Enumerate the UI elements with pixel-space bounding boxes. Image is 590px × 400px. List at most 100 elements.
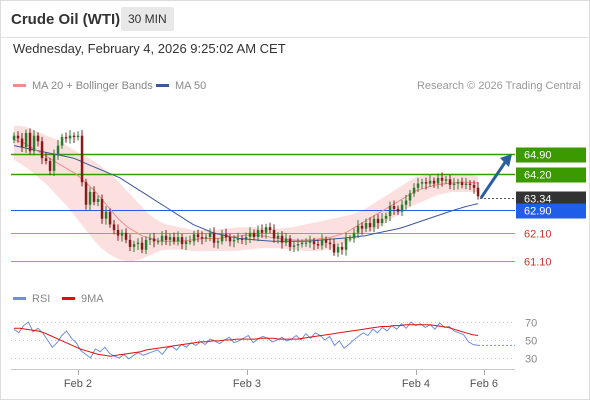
candle <box>276 232 280 244</box>
candle <box>128 234 132 252</box>
candle <box>200 231 204 245</box>
candle <box>140 237 144 254</box>
candle-body <box>380 218 384 223</box>
candle-body <box>40 141 44 159</box>
candle-body <box>88 192 92 205</box>
candle-body <box>160 235 164 242</box>
candle-body <box>276 235 280 239</box>
candle <box>368 217 372 232</box>
candle <box>308 235 312 248</box>
candle-body <box>52 154 56 171</box>
candle <box>124 228 128 244</box>
candle <box>216 237 220 249</box>
candle <box>80 130 84 187</box>
candle <box>212 227 216 248</box>
candle <box>196 229 200 243</box>
candle <box>136 238 140 251</box>
candle-body <box>12 135 16 140</box>
candle <box>396 205 400 216</box>
candle-body <box>420 182 424 184</box>
candle <box>424 177 428 190</box>
candle <box>132 240 136 252</box>
candle <box>120 229 124 242</box>
candle <box>284 232 288 247</box>
pivot-label: 62.90 <box>524 206 552 218</box>
candle-body <box>104 211 108 219</box>
candle <box>228 233 232 247</box>
rsi-line <box>13 321 479 360</box>
candle <box>68 130 72 144</box>
candle <box>296 238 300 252</box>
candle <box>208 228 212 242</box>
candle-body <box>32 135 36 152</box>
candle-body <box>196 234 200 238</box>
candle <box>360 222 364 235</box>
report-datetime: Wednesday, February 4, 2026 9:25:02 AM C… <box>13 41 286 56</box>
candle <box>468 180 472 191</box>
candle <box>244 232 248 245</box>
candle <box>180 233 184 250</box>
candle <box>72 132 76 144</box>
candle-body <box>228 237 232 242</box>
candle <box>364 218 368 232</box>
legend-9ma-label: 9MA <box>81 293 104 305</box>
candle <box>192 230 196 246</box>
candle-body <box>264 227 268 233</box>
candle <box>264 223 268 239</box>
rsi-9ma-line <box>14 324 479 357</box>
candle-body <box>288 238 292 247</box>
candle <box>20 132 24 153</box>
candle-body <box>152 238 156 242</box>
candle-body <box>172 237 176 242</box>
resistance-label-box <box>516 147 586 163</box>
candle <box>28 128 32 155</box>
candle <box>348 235 352 242</box>
candle-body <box>128 239 132 247</box>
candle-body <box>280 235 284 243</box>
candle <box>372 215 376 233</box>
candle-body <box>92 192 96 202</box>
candle-body <box>76 135 80 138</box>
candle-body <box>352 232 356 239</box>
candle <box>88 187 92 211</box>
candle <box>340 242 344 255</box>
candle-body <box>176 237 180 242</box>
candle-body <box>36 135 40 142</box>
candle-body <box>332 244 336 253</box>
candle-body <box>28 132 32 152</box>
candle <box>388 201 392 222</box>
candle-body <box>112 224 116 230</box>
candle <box>104 206 108 225</box>
candle-body <box>464 183 468 185</box>
candle <box>256 225 260 242</box>
candle-body <box>400 204 404 212</box>
candle-body <box>168 237 172 240</box>
legend-rsi-label: RSI <box>32 293 51 305</box>
candle <box>280 231 284 249</box>
candles-layer <box>12 128 480 257</box>
candle-body <box>344 238 348 250</box>
timeframe-badge[interactable]: 30 MIN <box>121 7 174 31</box>
candle-body <box>452 183 456 185</box>
candle-body <box>272 230 276 239</box>
legend-rsi-swatch <box>13 296 26 300</box>
candle <box>376 214 380 229</box>
legend-ma20: MA 20 + Bollinger Bands <box>13 80 153 92</box>
candle <box>76 131 80 141</box>
candle-body <box>44 158 48 161</box>
candle <box>412 183 416 197</box>
candle-body <box>220 234 224 242</box>
last-price-label: 63.34 <box>524 194 552 206</box>
candle-body <box>140 242 144 250</box>
candle <box>92 186 96 206</box>
candle-body <box>156 241 160 243</box>
candle-body <box>460 182 464 185</box>
candle <box>160 231 164 246</box>
candle-body <box>60 137 64 146</box>
candle-body <box>468 183 472 185</box>
candle-body <box>192 234 196 242</box>
support-label: 61.10 <box>524 257 552 269</box>
candle-body <box>448 179 452 185</box>
